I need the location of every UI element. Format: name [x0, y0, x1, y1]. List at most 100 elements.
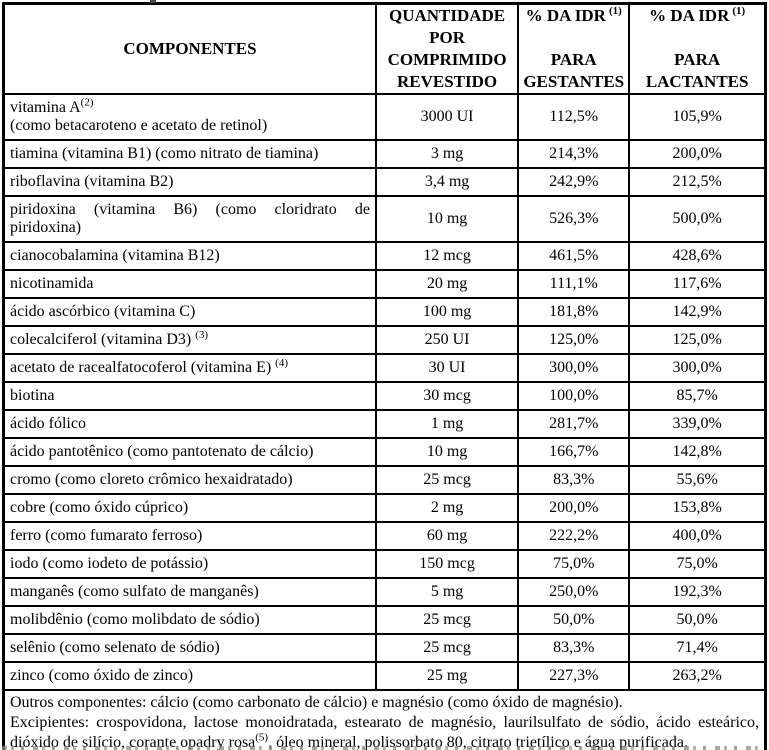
component-name: cobre (como óxido cúprico)	[10, 499, 189, 516]
footer-row: Outros componentes: cálcio (como carbona…	[2, 689, 767, 750]
quantity-cell: 100 mg	[374, 297, 520, 327]
component-name: acetato de racealfatocoferol (vitamina E…	[10, 359, 272, 376]
gestantes-value-cell: 75,0%	[517, 549, 631, 579]
idr-title: % DA IDR (1)	[632, 5, 762, 27]
quantity-cell: 3000 UI	[374, 93, 520, 141]
component-name-cell: ferro (como fumarato ferroso)	[2, 521, 377, 551]
quantity-cell: 20 mg	[374, 269, 520, 299]
gestantes-value-cell: 200,0%	[517, 493, 631, 523]
component-name: riboflavina (vitamina B2)	[10, 173, 174, 190]
quantity-cell: 10 mg	[374, 437, 520, 467]
gestantes-value-cell: 83,3%	[517, 633, 631, 663]
table-footer: Outros componentes: cálcio (como carbona…	[2, 689, 767, 750]
component-name-cell: ácido pantotênico (como pantotenato de c…	[2, 437, 377, 467]
table-row: tiamina (vitamina B1) (como nitrato de t…	[2, 139, 767, 169]
lactantes-value-cell: 200,0%	[628, 139, 767, 169]
component-name-cell: ácido fólico	[2, 409, 377, 439]
quantity-cell: 1 mg	[374, 409, 520, 439]
lactantes-value-cell: 400,0%	[628, 521, 767, 551]
table-row: ferro (como fumarato ferroso) 60 mg 222,…	[2, 521, 767, 551]
component-name: ácido pantotênico (como pantotenato de c…	[10, 443, 314, 460]
lactantes-value-cell: 192,3%	[628, 577, 767, 607]
outros-componentes-text: Outros componentes: cálcio (como carbona…	[10, 694, 623, 711]
component-name-cell: piridoxina (vitamina B6) (como cloridrat…	[2, 195, 377, 243]
component-name: piridoxina (vitamina B6) (como cloridrat…	[10, 201, 370, 236]
quantity-cell: 25 mcg	[374, 605, 520, 635]
component-name: ferro (como fumarato ferroso)	[10, 527, 203, 544]
quantity-cell: 150 mcg	[374, 549, 520, 579]
gestantes-value-cell: 250,0%	[517, 577, 631, 607]
idr-subtitle: PARA LACTANTES	[645, 50, 749, 91]
header-quantidade: QUANTIDADE POR COMPRIMIDO REVESTIDO	[374, 2, 520, 95]
lactantes-value-cell: 55,6%	[628, 465, 767, 495]
footnote-ref: (3)	[195, 328, 209, 341]
component-name: zinco (como óxido de zinco)	[10, 667, 194, 684]
table-row: iodo (como iodeto de potássio) 150 mcg 7…	[2, 549, 767, 579]
lactantes-value-cell: 263,2%	[628, 661, 767, 691]
component-name: nicotinamida	[10, 275, 94, 292]
lactantes-value-cell: 300,0%	[628, 353, 767, 383]
header-componentes: COMPONENTES	[2, 2, 377, 95]
table-row: ácido pantotênico (como pantotenato de c…	[2, 437, 767, 467]
cropped-text-fragment-top	[150, 0, 156, 3]
table-header: COMPONENTES QUANTIDADE POR COMPRIMIDO RE…	[2, 2, 767, 95]
lactantes-value-cell: 339,0%	[628, 409, 767, 439]
gestantes-value-cell: 214,3%	[517, 139, 631, 169]
idr-label: % DA IDR	[525, 6, 606, 25]
lactantes-value-cell: 212,5%	[628, 167, 767, 197]
table-row: vitamina A(2) (como betacaroteno e acetat…	[2, 93, 767, 141]
component-name: colecalciferol (vitamina D3)	[10, 331, 192, 348]
lactantes-value-cell: 75,0%	[628, 549, 767, 579]
quantity-cell: 60 mg	[374, 521, 520, 551]
component-name-cell: riboflavina (vitamina B2)	[2, 167, 377, 197]
component-name: cromo (como cloreto crômico hexaidratado…	[10, 471, 293, 488]
gestantes-value-cell: 242,9%	[517, 167, 631, 197]
gestantes-value-cell: 166,7%	[517, 437, 631, 467]
footnote-ref-1: (1)	[608, 5, 622, 18]
table-row: manganês (como sulfato de manganês) 5 mg…	[2, 577, 767, 607]
lactantes-value-cell: 125,0%	[628, 325, 767, 355]
table-row: ácido fólico 1 mg 281,7% 339,0%	[2, 409, 767, 439]
component-name-cell: selênio (como selenato de sódio)	[2, 633, 377, 663]
lactantes-value-cell: 142,9%	[628, 297, 767, 327]
gestantes-value-cell: 181,8%	[517, 297, 631, 327]
gestantes-value-cell: 112,5%	[517, 93, 631, 141]
gestantes-value-cell: 526,3%	[517, 195, 631, 243]
quantity-cell: 25 mcg	[374, 633, 520, 663]
gestantes-value-cell: 100,0%	[517, 381, 631, 411]
table-row: biotina 30 mcg 100,0% 85,7%	[2, 381, 767, 411]
table-row: riboflavina (vitamina B2) 3,4 mg 242,9% …	[2, 167, 767, 197]
component-name-cell: ácido ascórbico (vitamina C)	[2, 297, 377, 327]
component-name: ácido ascórbico (vitamina C)	[10, 303, 196, 320]
component-name-cell: biotina	[2, 381, 377, 411]
component-name: tiamina (vitamina B1) (como nitrato de t…	[10, 145, 319, 162]
quantity-cell: 30 mcg	[374, 381, 520, 411]
gestantes-value-cell: 281,7%	[517, 409, 631, 439]
quantity-cell: 10 mg	[374, 195, 520, 243]
component-name-cell: acetato de racealfatocoferol (vitamina E…	[2, 353, 377, 383]
quantity-cell: 25 mcg	[374, 465, 520, 495]
table-row: cromo (como cloreto crômico hexaidratado…	[2, 465, 767, 495]
quantity-cell: 5 mg	[374, 577, 520, 607]
quantity-cell: 25 mg	[374, 661, 520, 691]
footnote-ref-5: (5)	[255, 731, 269, 744]
gestantes-value-cell: 125,0%	[517, 325, 631, 355]
component-name: cianocobalamina (vitamina B12)	[10, 247, 220, 264]
component-name-cell: tiamina (vitamina B1) (como nitrato de t…	[2, 139, 377, 169]
quantity-cell: 12 mcg	[374, 241, 520, 271]
table-row: ácido ascórbico (vitamina C) 100 mg 181,…	[2, 297, 767, 327]
component-name-cell: cianocobalamina (vitamina B12)	[2, 241, 377, 271]
header-row: COMPONENTES QUANTIDADE POR COMPRIMIDO RE…	[2, 2, 767, 95]
table-row: cobre (como óxido cúprico) 2 mg 200,0% 1…	[2, 493, 767, 523]
lactantes-value-cell: 105,9%	[628, 93, 767, 141]
component-name: manganês (como sulfato de manganês)	[10, 583, 259, 600]
table-row: cianocobalamina (vitamina B12) 12 mcg 46…	[2, 241, 767, 271]
idr-subtitle: PARA GESTANTES	[523, 50, 625, 91]
component-name-cell: vitamina A(2) (como betacaroteno e acetat…	[2, 93, 377, 141]
component-name-cell: iodo (como iodeto de potássio)	[2, 549, 377, 579]
component-name: ácido fólico	[10, 415, 86, 432]
quantity-cell: 250 UI	[374, 325, 520, 355]
gestantes-value-cell: 461,5%	[517, 241, 631, 271]
